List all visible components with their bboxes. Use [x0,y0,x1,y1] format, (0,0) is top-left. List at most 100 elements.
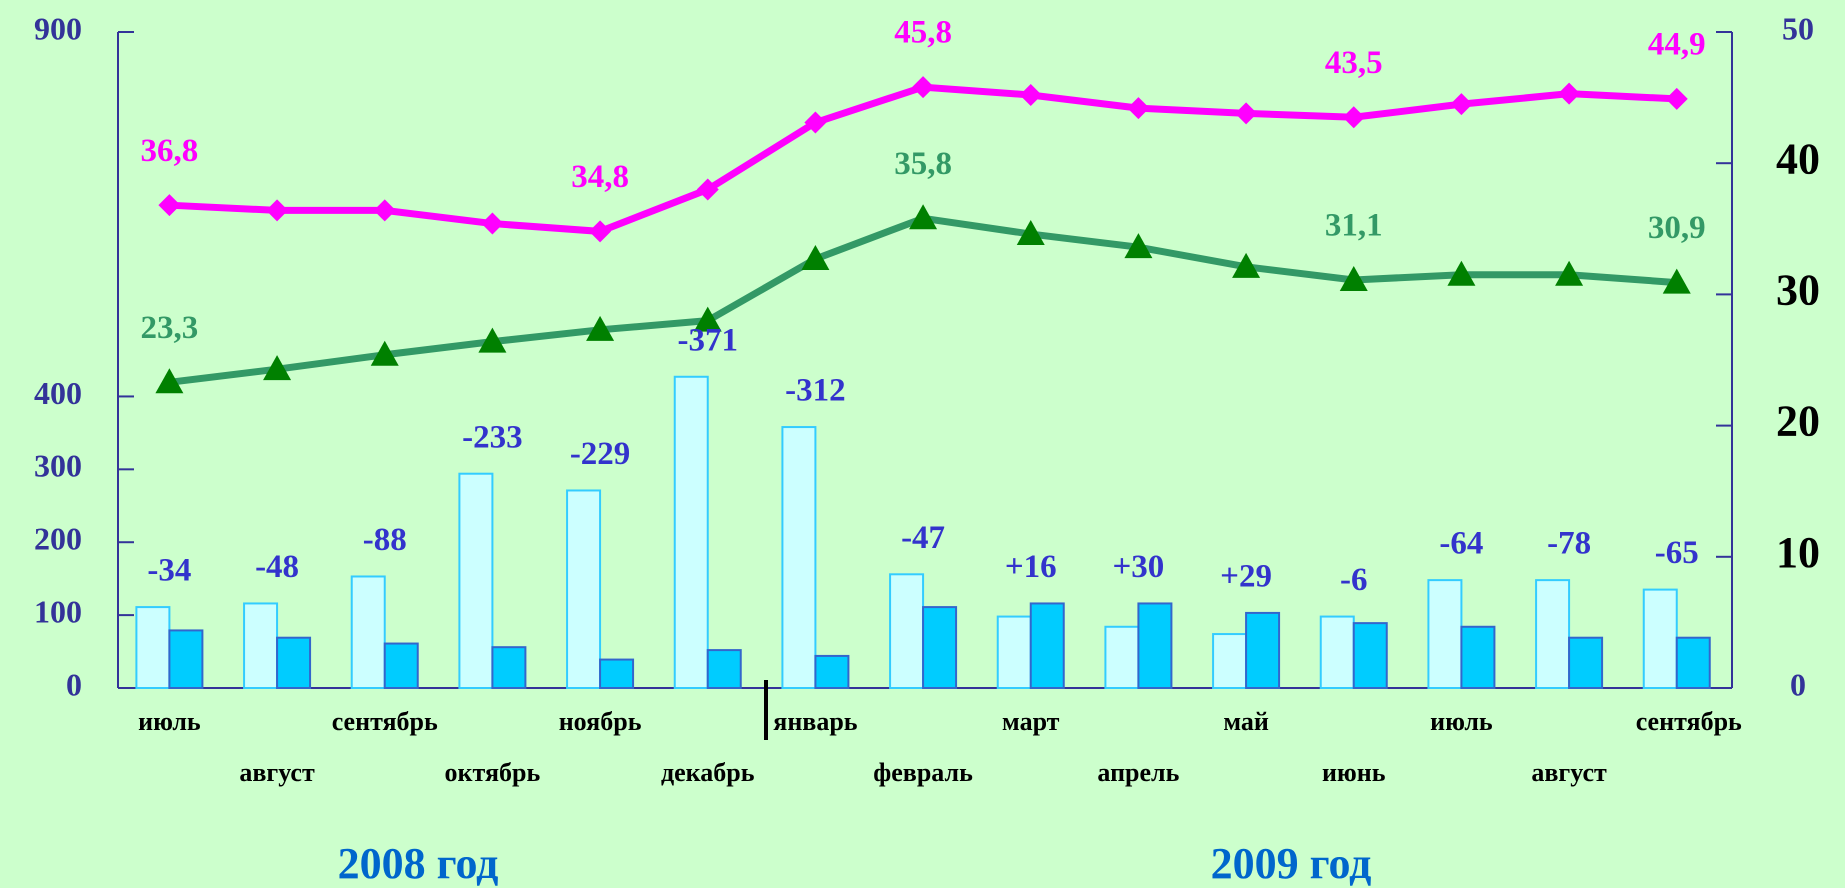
marker [373,199,396,222]
y2-tick-label: 40 [1776,134,1820,183]
marker [696,178,719,201]
bar [383,642,419,690]
y-tick-label: 100 [34,593,82,629]
bar [1137,602,1173,690]
bar [1104,625,1140,689]
year-label: 2009 год [1211,839,1372,888]
x-tick-label: февраль [873,758,973,787]
y-tick-label: 400 [34,375,82,411]
bar-label: -47 [901,520,945,556]
bar-label: -48 [255,549,299,585]
bar [1460,625,1496,689]
marker [1124,233,1153,259]
marker [589,220,612,243]
x-tick-label: август [1531,758,1607,787]
y2-tick-label: 20 [1776,397,1820,446]
x-tick-label: ноябрь [559,707,642,736]
x-tick-label: июль [1430,707,1493,736]
marker [481,212,504,235]
marker [1339,265,1368,291]
x-tick-label: июль [138,707,201,736]
bar [243,602,279,690]
data-label: 45,8 [894,15,952,51]
bar [458,472,494,689]
x-tick-label: август [239,758,315,787]
bar [1642,588,1678,689]
bar [1319,615,1355,690]
marker [586,315,615,341]
marker [909,204,938,230]
bar [706,649,742,689]
bar-label: -34 [147,553,191,589]
bar-label: -65 [1655,535,1699,571]
x-tick-label: апрель [1097,758,1179,787]
x-tick-label: май [1223,707,1269,736]
bar [1352,622,1388,690]
bar [1029,602,1065,690]
bar-label: -233 [462,419,523,455]
marker [801,244,830,270]
data-label: 31,1 [1325,208,1383,244]
marker [1127,97,1150,120]
bar-label: -312 [785,373,846,409]
marker [478,327,507,353]
marker [1447,260,1476,286]
bar [276,636,312,689]
x-tick-label: октябрь [445,758,541,787]
marker [1662,268,1691,294]
bar [350,575,386,689]
year-label: 2008 год [338,839,499,888]
data-label: 34,8 [571,159,629,195]
marker [1555,260,1584,286]
marker [1232,252,1261,278]
y2-tick-label: 0 [1790,666,1806,702]
data-label: 30,9 [1648,210,1706,246]
bar [566,489,602,689]
bar [673,375,709,689]
bar-label: -88 [363,522,407,558]
bar-label: +16 [1005,549,1057,585]
y-tick-label: 900 [34,10,82,46]
marker [1558,82,1581,105]
bar-label: -229 [570,436,631,472]
x-tick-label: январь [773,707,858,736]
marker [155,368,184,394]
bar-label: +30 [1113,549,1165,585]
marker [1019,83,1042,106]
marker [266,199,289,222]
y2-tick-label: 10 [1776,528,1820,577]
bar [1568,636,1604,689]
bar [168,629,204,690]
bar [1535,579,1571,690]
x-tick-label: июнь [1322,758,1386,787]
bar-label: -78 [1547,526,1591,562]
bar [491,646,527,690]
marker [1450,93,1473,116]
data-label: 35,8 [894,146,952,182]
bar [1675,636,1711,689]
bar-label: -64 [1439,526,1483,562]
bar [1427,579,1463,690]
x-tick-label: март [1002,707,1060,736]
marker [912,76,935,99]
marker [1235,102,1258,125]
bar [922,606,958,689]
x-tick-label: декабрь [661,758,755,787]
marker [370,340,399,366]
marker [263,355,292,381]
marker [1342,106,1365,129]
y2-tick-label: 50 [1782,10,1814,46]
data-label: 36,8 [141,133,199,169]
marker [1665,87,1688,110]
marker [158,194,181,217]
x-tick-label: сентябрь [332,707,438,736]
data-label: 43,5 [1325,45,1383,81]
bar-label: -6 [1340,562,1368,598]
bar [135,606,171,689]
bar [1212,633,1248,689]
y-tick-label: 200 [34,521,82,557]
y2-tick-label: 30 [1776,265,1820,314]
data-label: 23,3 [141,310,199,346]
